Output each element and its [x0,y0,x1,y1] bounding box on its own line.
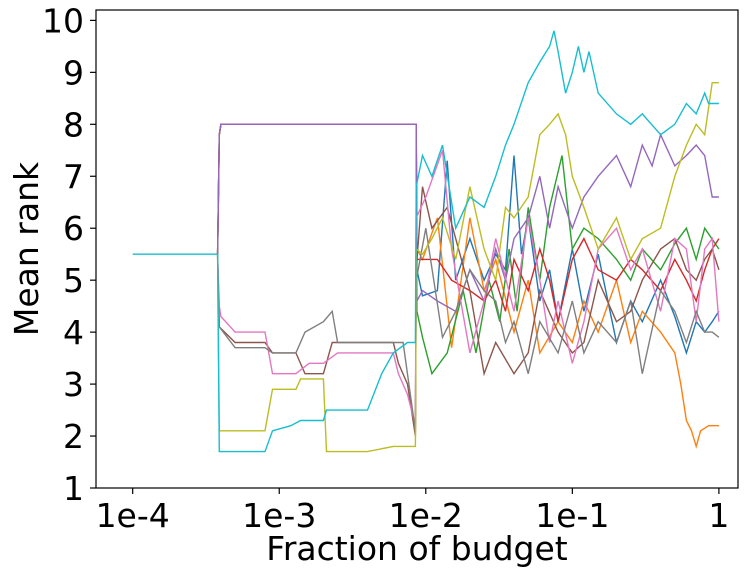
x-tick-label: 1e-1 [535,496,609,535]
y-tick-label: 8 [63,105,84,144]
series-line-6 [216,186,720,437]
series-layer [132,30,720,453]
x-tick-label: 1e-4 [96,496,170,535]
y-tick-label: 5 [63,261,84,300]
y-tick-label: 3 [63,365,84,404]
y-tick-label: 4 [63,313,84,352]
series-line-5 [216,123,719,313]
x-tick-label: 1e-3 [242,496,316,535]
x-axis: 1e-4 1e-3 1e-2 1e-1 1 [96,488,729,535]
y-tick-label: 7 [63,157,84,196]
series-line-8 [216,228,720,431]
series-line-10 [132,30,719,453]
y-axis-label: Mean rank [7,161,46,336]
y-axis: 1 2 3 4 5 6 7 8 9 10 [42,1,96,508]
y-tick-label: 10 [42,1,84,40]
series-line-9 [216,82,719,453]
y-tick-label: 1 [63,469,84,508]
series-line-3 [216,123,720,376]
series-line-1 [216,123,720,356]
plot-frame [95,9,739,489]
y-tick-label: 2 [63,417,84,456]
y-tick-label: 9 [63,53,84,92]
x-axis-label: Fraction of budget [266,529,568,568]
series-line-7 [216,150,720,426]
y-tick-label: 6 [63,209,84,248]
x-tick-label: 1 [708,496,729,535]
x-tick-label: 1e-2 [389,496,463,535]
